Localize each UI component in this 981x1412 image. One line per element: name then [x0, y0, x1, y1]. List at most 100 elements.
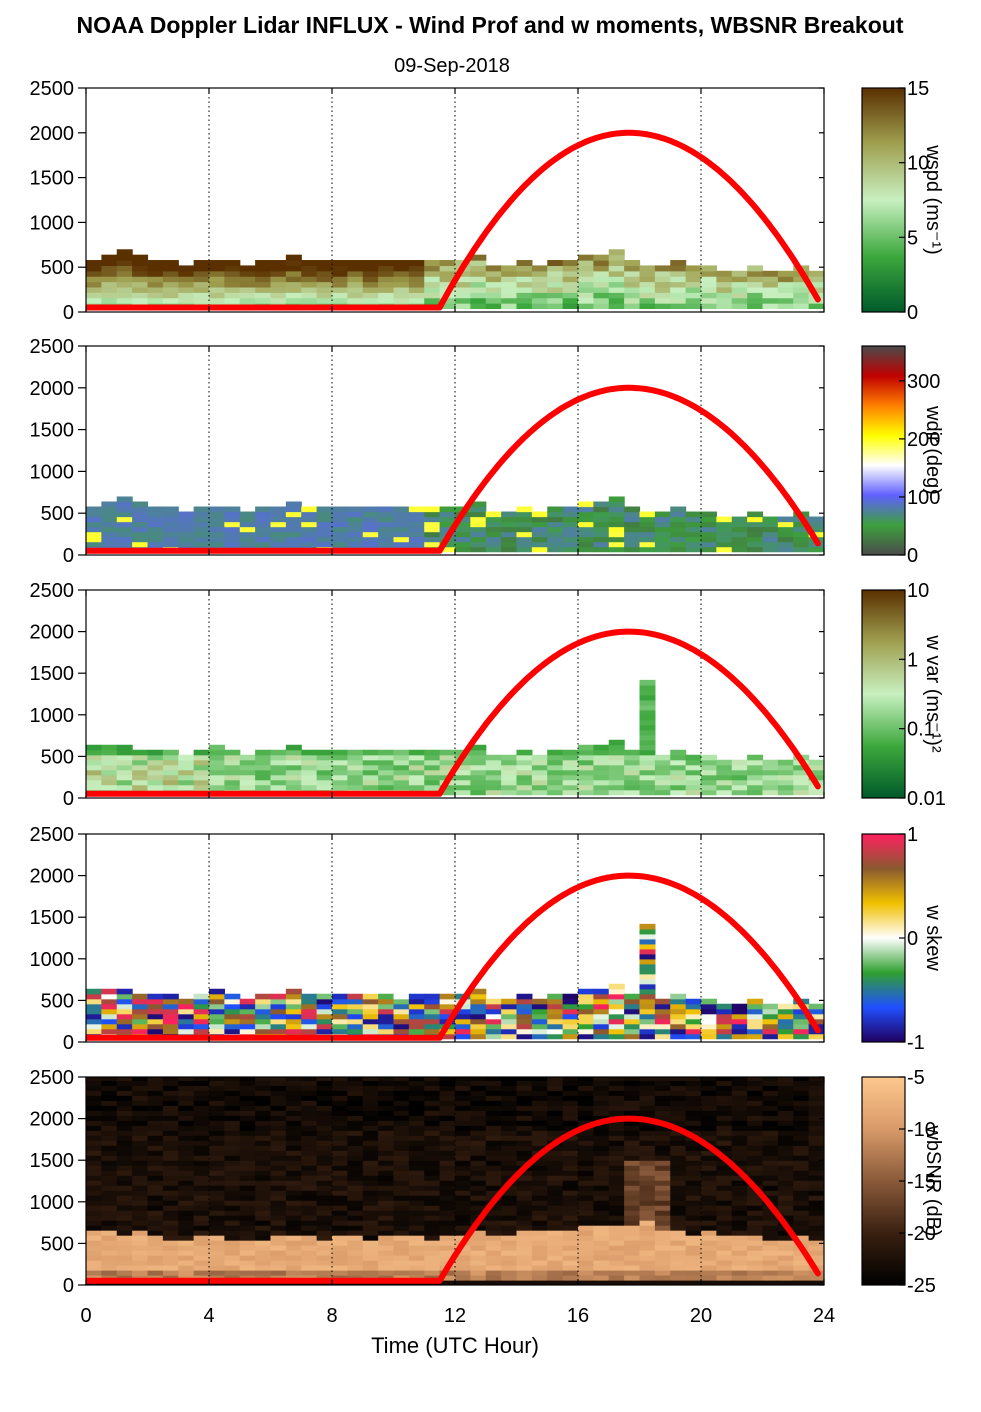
heatmap-cell: [716, 1190, 733, 1196]
heatmap-cell: [424, 764, 441, 771]
heatmap-cell: [731, 1220, 748, 1226]
heatmap-cell: [162, 1235, 179, 1241]
heatmap-cell: [608, 496, 625, 503]
heatmap-cell: [255, 1028, 272, 1035]
heatmap-cell: [162, 536, 179, 543]
heatmap-cell: [731, 546, 748, 553]
heatmap-cell: [285, 1250, 302, 1256]
heatmap-cell: [762, 764, 779, 771]
heatmap-cell: [455, 1003, 471, 1010]
heatmap-cell: [762, 297, 779, 304]
heatmap-cell: [362, 1105, 379, 1111]
heatmap-cell: [470, 1240, 487, 1246]
heatmap-cell: [193, 270, 210, 277]
heatmap-cell: [393, 1155, 410, 1161]
heatmap-cell: [285, 1013, 302, 1020]
heatmap-cell: [624, 789, 641, 796]
heatmap-cell: [685, 1245, 702, 1251]
heatmap-cell: [593, 297, 610, 304]
heatmap-cell: [747, 1013, 764, 1020]
heatmap-cell: [378, 779, 395, 786]
heatmap-cell: [455, 1205, 471, 1211]
heatmap-cell: [593, 1230, 610, 1236]
heatmap-cell: [270, 1080, 287, 1086]
heatmap-cell: [531, 531, 548, 538]
heatmap-cell: [701, 1250, 717, 1256]
heatmap-cell: [270, 1090, 287, 1096]
heatmap-cell: [716, 764, 733, 771]
heatmap-cell: [624, 276, 641, 283]
heatmap-cell: [485, 531, 502, 538]
heatmap-cell: [793, 1260, 810, 1266]
heatmap-cell: [285, 1265, 302, 1271]
heatmap-cell: [793, 1155, 810, 1161]
x-tick-label: 4: [203, 1305, 214, 1327]
heatmap-cell: [608, 541, 625, 548]
heatmap-cell: [316, 260, 333, 267]
heatmap-cell: [162, 1270, 179, 1276]
sun-elevation-curve: [86, 872, 821, 1041]
heatmap-cell: [531, 769, 548, 776]
heatmap-cell: [162, 1250, 179, 1256]
heatmap-cell: [501, 265, 518, 272]
heatmap-cell: [562, 1195, 579, 1201]
heatmap-cell: [255, 276, 272, 283]
heatmap-cell: [685, 1077, 702, 1081]
heatmap-cell: [301, 749, 318, 756]
heatmap-cell: [547, 1090, 564, 1096]
heatmap-cell: [116, 511, 133, 518]
heatmap-cell: [485, 1013, 502, 1020]
heatmap-cell: [86, 281, 102, 288]
heatmap-cell: [578, 1185, 594, 1191]
heatmap-cell: [654, 784, 671, 791]
heatmap-cell: [439, 1095, 456, 1101]
heatmap-cell: [501, 998, 518, 1005]
colorbar-tick-label: 0.01: [907, 788, 946, 810]
heatmap-cell: [547, 1003, 564, 1010]
heatmap-cell: [316, 541, 333, 548]
heatmap-cell: [808, 1185, 824, 1191]
heatmap-cell: [547, 286, 564, 293]
heatmap-cell: [485, 1260, 502, 1266]
heatmap-cell: [639, 704, 656, 711]
heatmap-cell: [470, 1155, 487, 1161]
heatmap-cell: [547, 516, 564, 523]
heatmap-cell: [777, 1130, 794, 1136]
heatmap-cell: [209, 1210, 225, 1216]
heatmap-cell: [470, 546, 487, 553]
heatmap-cell: [578, 1220, 594, 1226]
heatmap-cell: [593, 1220, 610, 1226]
heatmap-cell: [455, 789, 471, 796]
heatmap-cell: [593, 1185, 610, 1191]
heatmap-cell: [716, 784, 733, 791]
heatmap-cell: [608, 1240, 625, 1246]
heatmap-cell: [193, 1215, 210, 1221]
heatmap-cell: [178, 759, 195, 766]
heatmap-cell: [531, 270, 548, 277]
heatmap-cell: [347, 1120, 364, 1126]
heatmap-cell: [624, 1150, 641, 1156]
heatmap-cell: [424, 1028, 441, 1035]
heatmap-cell: [562, 1280, 579, 1285]
heatmap-cell: [701, 281, 717, 288]
heatmap-cell: [608, 983, 625, 990]
heatmap-cell: [731, 1130, 748, 1136]
heatmap-cell: [593, 1245, 610, 1251]
heatmap-cell: [439, 1180, 456, 1186]
heatmap-cell: [224, 1130, 241, 1136]
heatmap-cell: [685, 1235, 702, 1241]
heatmap-cell: [578, 521, 594, 528]
heatmap-cell: [608, 1090, 625, 1096]
heatmap-cell: [608, 993, 625, 1000]
heatmap-cell: [209, 1028, 225, 1035]
heatmap-cell: [793, 1090, 810, 1096]
heatmap-cell: [578, 754, 594, 761]
heatmap-cell: [362, 536, 379, 543]
heatmap-cell: [547, 1175, 564, 1181]
heatmap-cell: [393, 754, 410, 761]
heatmap-cell: [209, 281, 225, 288]
heatmap-cell: [547, 1240, 564, 1246]
heatmap-cell: [378, 1100, 395, 1106]
heatmap-cell: [716, 516, 733, 523]
heatmap-cell: [777, 1175, 794, 1181]
